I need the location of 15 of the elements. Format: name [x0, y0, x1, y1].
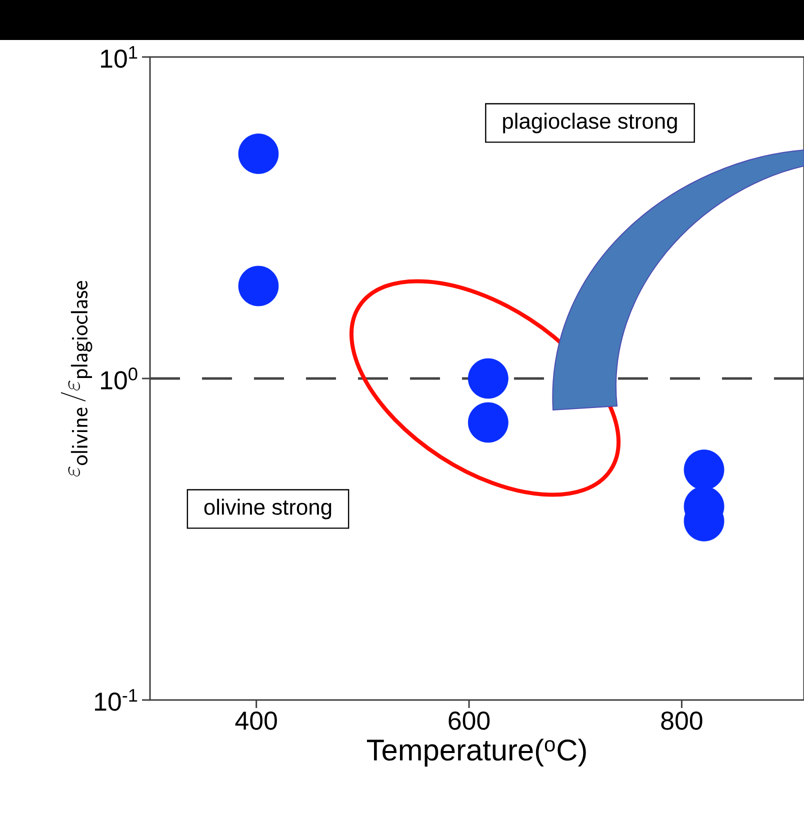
x-tick-label: 400 — [235, 712, 277, 730]
point — [238, 266, 279, 306]
x-tick-label: 600 — [448, 712, 490, 730]
x-axis-title: Temperature($^{o}$C) — [366, 738, 586, 767]
point — [468, 358, 508, 399]
point — [468, 402, 508, 443]
point — [684, 450, 724, 490]
y-tick-label: 10$^{0}$ — [101, 368, 138, 390]
annotation: plagioclase strong — [503, 112, 677, 134]
y-tick-label: 10$^{1}$ — [101, 46, 138, 68]
y-axis-title: $\varepsilon_{\mathsf{olivine}}\,/\varepsilon_{\mathsf{plagioclase}}$ — [60, 281, 92, 476]
annotation: olivine strong — [204, 498, 332, 520]
point — [238, 134, 279, 174]
x-tick-label: 800 — [661, 712, 702, 730]
y-tick-label: 10$^{-1}$ — [95, 689, 138, 711]
